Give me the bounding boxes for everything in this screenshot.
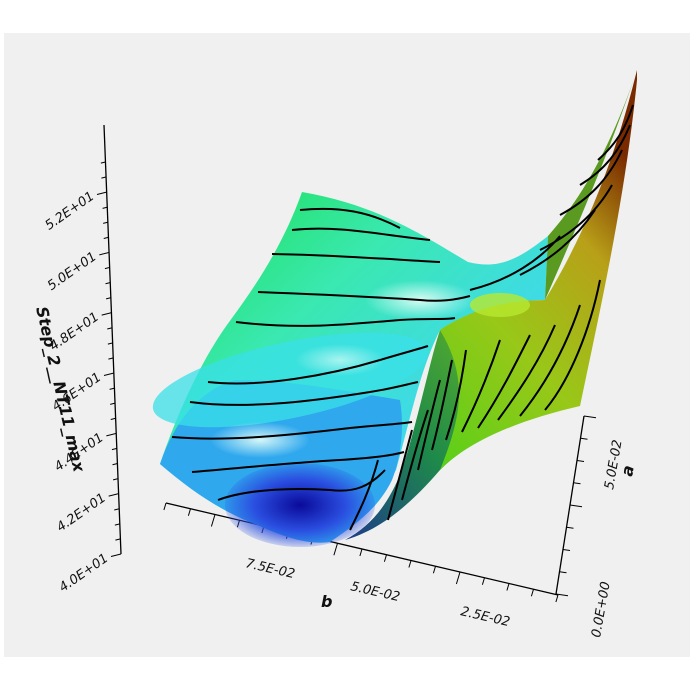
- z-tick-label: 4.0E+01: [57, 551, 112, 596]
- z-tick: [103, 372, 115, 376]
- y-tick: [566, 526, 574, 529]
- x-tick: [555, 594, 559, 603]
- contour-line: [519, 209, 596, 276]
- y-tick: [569, 504, 583, 508]
- contour-line: [445, 349, 467, 441]
- y-tick: [580, 437, 588, 440]
- z-tick: [115, 538, 121, 541]
- contour-line: [417, 379, 441, 471]
- z-tick: [112, 478, 119, 481]
- contour-line: [387, 429, 413, 521]
- contour-line: [257, 291, 471, 302]
- contour-line: [189, 381, 419, 406]
- z-tick: [110, 402, 116, 405]
- contour-line: [597, 104, 634, 161]
- contour-line: [207, 345, 429, 385]
- x-axis-title: b: [321, 592, 332, 611]
- x-tick: [163, 502, 167, 511]
- z-tick-label: 4.2E+01: [54, 491, 109, 536]
- z-tick: [108, 493, 119, 497]
- z-tick: [112, 463, 118, 466]
- contour-line: [497, 324, 556, 421]
- y-tick: [555, 593, 569, 597]
- x-tick: [432, 566, 436, 574]
- surface-highlight: [470, 293, 530, 317]
- z-tick: [100, 161, 106, 164]
- x-tick: [481, 577, 485, 585]
- z-tick: [102, 206, 108, 209]
- contour-line: [191, 451, 405, 473]
- z-tick: [107, 327, 113, 330]
- z-tick: [99, 251, 110, 256]
- contour-line: [431, 359, 453, 451]
- z-tick: [109, 387, 115, 390]
- contour-line: [539, 184, 613, 251]
- surface-deep-blue: [225, 463, 375, 547]
- z-tick: [110, 553, 122, 557]
- x-tick: [210, 514, 216, 527]
- z-tick-label: 5.2E+01: [43, 189, 98, 234]
- contour-line: [349, 459, 379, 531]
- surface-highlight: [210, 422, 310, 458]
- x-tick: [187, 508, 191, 516]
- contour-line: [579, 124, 631, 186]
- y-tick: [559, 571, 567, 574]
- z-axis-line: [103, 124, 122, 555]
- contour-lines: [171, 104, 634, 531]
- x-tick: [455, 571, 461, 585]
- y-tick: [576, 460, 585, 463]
- z-tick: [101, 176, 107, 179]
- z-tick: [114, 523, 120, 526]
- z-tick: [96, 191, 108, 195]
- x-tick: [530, 589, 534, 597]
- surface: [152, 70, 637, 547]
- z-tick-label: 5.0E+01: [45, 249, 100, 294]
- z-tick: [103, 236, 109, 239]
- z-tick: [101, 312, 112, 316]
- contour-line: [235, 317, 456, 327]
- z-tick: [106, 432, 117, 437]
- surface-highlight: [295, 344, 385, 376]
- x-tick: [333, 543, 338, 556]
- x-tick: [383, 554, 387, 562]
- z-tick: [105, 297, 112, 300]
- y-tick: [562, 549, 571, 552]
- contour-line: [544, 279, 601, 411]
- contour-line: [519, 304, 581, 417]
- y-axis-ticks: [555, 415, 597, 597]
- y-tick-label: 0.0E+00: [589, 581, 614, 639]
- z-tick: [103, 221, 109, 224]
- y-axis-title: a: [617, 464, 638, 478]
- contour-line: [271, 253, 441, 263]
- contour-line: [477, 334, 531, 429]
- x-tick-label: 5.0E-02: [349, 579, 401, 605]
- z-tick: [114, 508, 120, 511]
- y-tick: [573, 482, 581, 485]
- contour-line: [299, 207, 401, 229]
- x-tick: [506, 583, 510, 591]
- contour-line: [171, 421, 413, 440]
- z-axis-ticks: [96, 161, 122, 557]
- x-tick-label: 2.5E-02: [459, 604, 511, 630]
- y-tick: [583, 415, 597, 419]
- x-tick: [359, 548, 363, 557]
- z-tick: [108, 357, 114, 360]
- x-tick: [408, 560, 412, 568]
- contour-line: [291, 227, 431, 241]
- x-tick-label: 7.5E-02: [244, 556, 296, 582]
- contour-line: [217, 469, 386, 501]
- contour-line: [559, 149, 623, 216]
- z-tick: [107, 342, 113, 345]
- z-tick: [104, 266, 111, 270]
- z-tick: [111, 447, 118, 451]
- z-tick: [110, 417, 116, 420]
- contour-line: [401, 409, 429, 501]
- z-tick: [105, 282, 111, 285]
- z-axis: [103, 124, 122, 555]
- contour-line: [461, 339, 501, 433]
